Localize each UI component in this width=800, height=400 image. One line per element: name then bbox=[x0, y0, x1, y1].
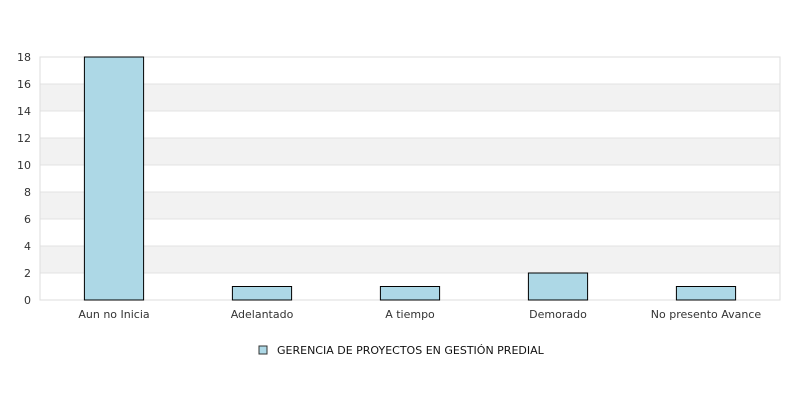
y-tick-label: 4 bbox=[24, 240, 31, 253]
grid-band bbox=[40, 165, 780, 192]
legend-label: GERENCIA DE PROYECTOS EN GESTIÓN PREDIAL bbox=[277, 344, 545, 357]
y-tick-label: 2 bbox=[24, 267, 31, 280]
x-tick-label: Aun no Inicia bbox=[78, 308, 149, 321]
y-tick-label: 6 bbox=[24, 213, 31, 226]
grid-band bbox=[40, 84, 780, 111]
y-tick-label: 16 bbox=[17, 78, 31, 91]
grid-band bbox=[40, 111, 780, 138]
x-axis: Aun no Inicia Adelantado A tiempo Demorado N… bbox=[78, 308, 761, 321]
bar bbox=[527, 272, 589, 301]
y-tick-label: 18 bbox=[17, 51, 31, 64]
y-tick-label: 12 bbox=[17, 132, 31, 145]
legend: GERENCIA DE PROYECTOS EN GESTIÓN PREDIAL bbox=[258, 344, 545, 357]
grid-band bbox=[40, 138, 780, 165]
bar bbox=[231, 286, 293, 301]
grid-band bbox=[40, 219, 780, 246]
bar bbox=[379, 286, 441, 301]
legend-swatch bbox=[258, 345, 268, 355]
x-tick-label: No presento Avance bbox=[651, 308, 762, 321]
y-tick-label: 14 bbox=[17, 105, 31, 118]
bar bbox=[83, 56, 145, 301]
y-tick-label: 10 bbox=[17, 159, 31, 172]
grid-band bbox=[40, 57, 780, 84]
x-tick-label: Adelantado bbox=[231, 308, 294, 321]
plot-bands bbox=[40, 56, 780, 301]
grid-band bbox=[40, 192, 780, 219]
y-tick-label: 0 bbox=[24, 294, 31, 307]
bar bbox=[675, 286, 737, 301]
x-tick-label: A tiempo bbox=[385, 308, 435, 321]
bar-series bbox=[83, 56, 737, 301]
y-axis: 0 2 4 6 8 10 12 14 16 18 bbox=[17, 51, 31, 307]
x-tick-label: Demorado bbox=[529, 308, 587, 321]
grid-band bbox=[40, 246, 780, 273]
y-tick-label: 8 bbox=[24, 186, 31, 199]
